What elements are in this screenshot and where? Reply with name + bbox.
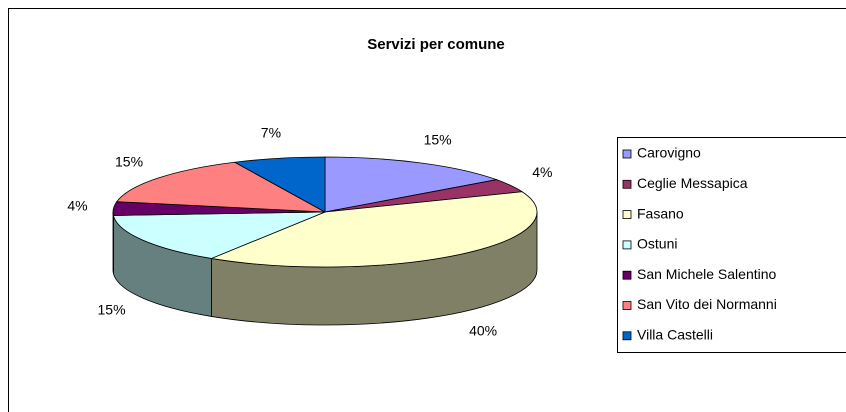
data-label: 15% [424, 131, 452, 147]
legend-swatch [622, 331, 632, 341]
data-label: 7% [261, 125, 281, 141]
slice [112, 211, 326, 259]
legend-label: Carovigno [637, 145, 701, 161]
slice [209, 191, 538, 268]
data-label: 15% [98, 301, 126, 317]
legend-swatch [622, 270, 632, 280]
slice [115, 161, 326, 213]
slice [233, 156, 326, 213]
chart-title: Servizi per comune [367, 36, 505, 53]
data-label: 40% [469, 322, 497, 338]
chart-frame [8, 8, 846, 412]
legend-label: Fasano [637, 205, 684, 221]
legend-label: San Vito dei Normanni [637, 296, 777, 312]
data-label: 15% [115, 154, 143, 170]
legend-label: Ceglie Messapica [637, 175, 748, 191]
slice [324, 156, 499, 213]
legend-box [617, 137, 846, 353]
legend-swatch [622, 149, 632, 159]
legend-swatch [622, 240, 632, 250]
legend-label: San Michele Salentino [637, 266, 777, 282]
legend-swatch [622, 301, 632, 310]
data-label: 4% [532, 164, 552, 180]
legend-swatch [622, 210, 632, 220]
data-label: 4% [67, 198, 87, 214]
legend-label: Ostuni [637, 236, 677, 252]
legend-label: Villa Castelli [637, 327, 713, 343]
legend-swatch [622, 179, 632, 189]
